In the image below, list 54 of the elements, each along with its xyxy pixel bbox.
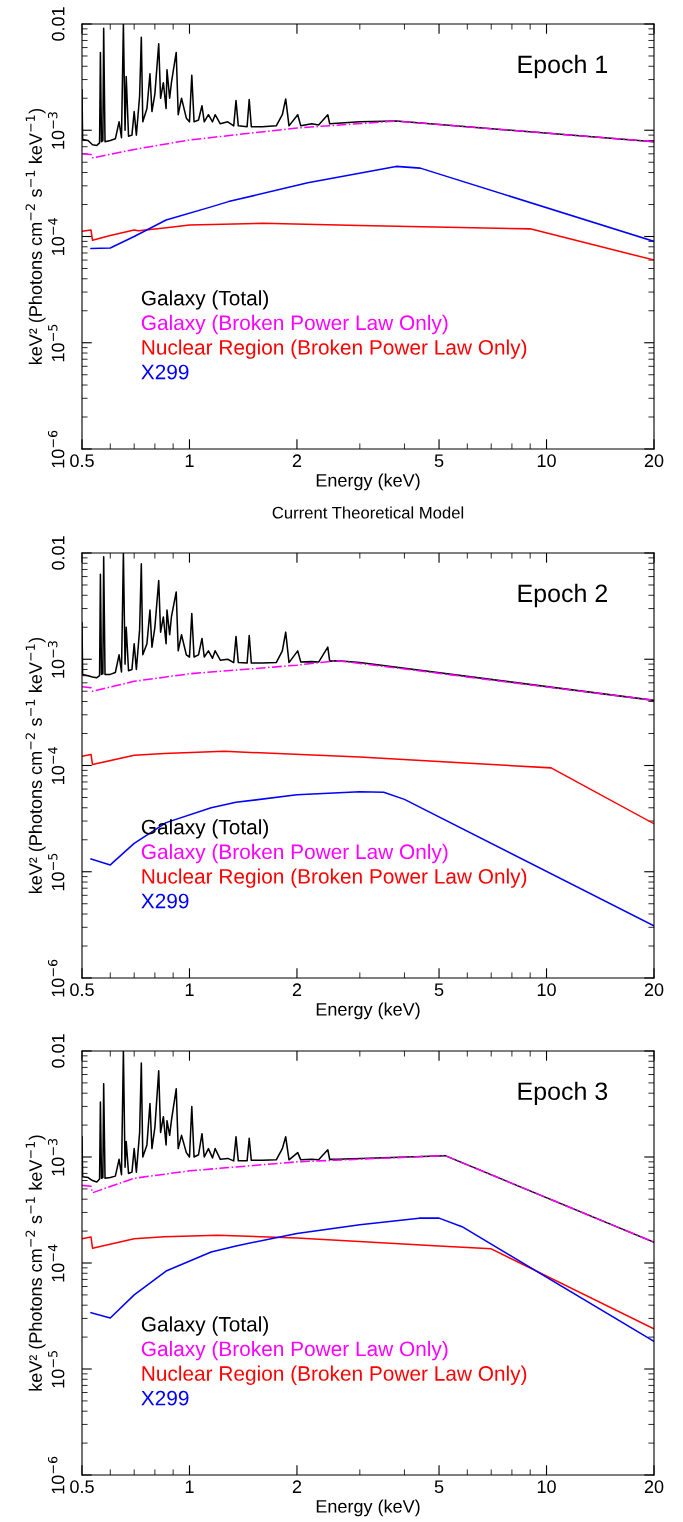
y-tick-label: 10$^{−6}$ xyxy=(47,430,65,468)
y-tick-label: 0.01 xyxy=(51,536,65,570)
y-axis-title: keV² (Photons cm$^{−2}$ s$^{−1}$ keV$^{−1}$) xyxy=(25,637,46,894)
y-tick-label: 10$^{−4}$ xyxy=(48,218,65,255)
text: Galaxy (Broken Power Law Only) xyxy=(141,1340,448,1361)
text: Nuclear Region (Broken Power Law Only) xyxy=(142,868,527,888)
y-axis-title: keV² (Photons cm$^{−2}$ s$^{−1}$ keV$^{−1}$) xyxy=(25,108,46,365)
text: Epoch 2 xyxy=(518,583,607,608)
x-tick-label: 2 xyxy=(292,983,302,996)
x-tick-label: 10 xyxy=(537,454,556,468)
x-axis-title: Energy (keV) xyxy=(316,1499,420,1517)
text: X299 xyxy=(141,364,189,380)
x-tick-label: 5 xyxy=(434,983,444,997)
y-tick-label: 10$^{−3}$ xyxy=(47,112,65,149)
x-tick-label: 20 xyxy=(644,454,664,468)
text: Nuclear Region (Broken Power Law Only) xyxy=(142,339,527,359)
y-tick-label: 0.01 xyxy=(51,1034,65,1068)
x-tick-label: 20 xyxy=(644,983,664,997)
y-tick-label: 10$^{−4}$ xyxy=(48,747,65,784)
y-tick-label: 10$^{−5}$ xyxy=(48,324,65,362)
y-tick-label: 10$^{−4}$ xyxy=(48,1244,65,1282)
text: X299 xyxy=(141,1390,189,1406)
x-tick-label: 0.5 xyxy=(70,1480,94,1494)
text: Epoch 3 xyxy=(518,1081,608,1106)
x-tick-label: 1 xyxy=(185,454,194,467)
y-tick-label: 10$^{−3}$ xyxy=(47,1138,65,1176)
text: Current Theoretical Model xyxy=(272,506,464,519)
x-tick-label: 2 xyxy=(292,454,302,467)
y-tick-label: 10$^{−6}$ xyxy=(47,959,65,997)
y-tick-label: 10$^{−6}$ xyxy=(47,1456,65,1494)
x-tick-label: 1 xyxy=(185,1480,194,1493)
y-tick-label: 10$^{−5}$ xyxy=(48,853,65,891)
text: Galaxy (Broken Power Law Only) xyxy=(141,843,448,864)
text: X299 xyxy=(141,893,189,909)
y-axis-title: keV² (Photons cm$^{−2}$ s$^{−1}$ keV$^{−1}$) xyxy=(25,1135,46,1391)
x-tick-label: 0.5 xyxy=(70,983,94,997)
x-tick-label: 10 xyxy=(537,1480,556,1494)
text: Galaxy (Broken Power Law Only) xyxy=(141,314,448,335)
text: Galaxy (Total) xyxy=(141,1316,268,1336)
x-tick-label: 0.5 xyxy=(70,454,94,468)
x-axis-title: Energy (keV) xyxy=(316,1002,420,1020)
text: Nuclear Region (Broken Power Law Only) xyxy=(142,1365,527,1385)
x-tick-label: 1 xyxy=(185,983,194,996)
x-tick-label: 20 xyxy=(644,1480,664,1494)
x-tick-label: 5 xyxy=(434,1480,444,1494)
text: Galaxy (Total) xyxy=(141,290,268,310)
x-axis-title: Energy (keV) xyxy=(316,473,420,491)
y-tick-label: 10$^{−3}$ xyxy=(47,641,65,678)
x-tick-label: 2 xyxy=(292,1480,302,1493)
y-tick-label: 10$^{−5}$ xyxy=(48,1350,65,1388)
x-tick-label: 5 xyxy=(434,454,444,468)
x-tick-label: 10 xyxy=(537,983,556,997)
text: Epoch 1 xyxy=(518,54,608,79)
y-tick-label: 0.01 xyxy=(51,7,65,41)
